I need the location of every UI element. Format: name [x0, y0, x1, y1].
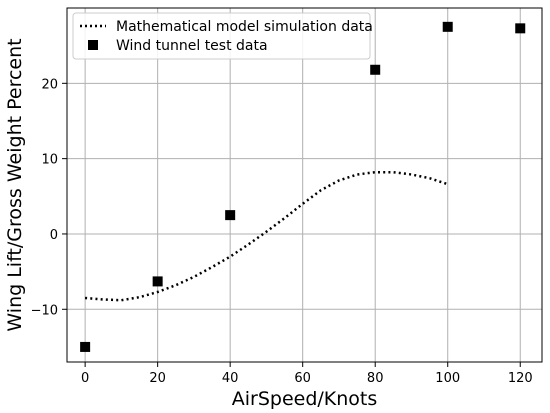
- x-tick-label: 60: [294, 371, 311, 386]
- legend-box: [72, 12, 371, 60]
- wind-tunnel-point: [225, 210, 236, 221]
- x-tick-label: 20: [149, 371, 166, 386]
- legend-square-marker-swatch: [88, 40, 98, 50]
- x-tick-label: 80: [367, 371, 384, 386]
- grid-lines: [67, 8, 542, 362]
- x-axis-label: AirSpeed/Knots: [232, 388, 378, 410]
- y-tick-label: 10: [41, 153, 58, 168]
- y-tick-label: 20: [41, 77, 58, 92]
- axis-ticks: 0 20 40 60 80 100 120 −10 0 10 20: [31, 77, 533, 386]
- x-tick-label: 120: [508, 371, 533, 386]
- x-tick-label: 100: [435, 371, 460, 386]
- legend: Mathematical model simulation data Wind …: [72, 12, 373, 60]
- wind-tunnel-point: [442, 21, 453, 32]
- x-tick-label: 0: [81, 371, 89, 386]
- x-tick-label: 40: [222, 371, 239, 386]
- series-model-line: [84, 170, 449, 302]
- wind-tunnel-point: [370, 64, 381, 75]
- series-layer: [80, 21, 526, 352]
- legend-entry-wind-tunnel: Wind tunnel test data: [116, 38, 268, 54]
- legend-entry-model: Mathematical model simulation data: [116, 19, 373, 35]
- y-axis-label: Wing Lift/Gross Weight Percent: [4, 38, 26, 331]
- wind-tunnel-point: [80, 341, 91, 352]
- y-tick-label: 0: [50, 228, 58, 243]
- y-tick-label: −10: [31, 303, 58, 318]
- wind-tunnel-point: [152, 276, 163, 287]
- plot-frame: [66, 7, 543, 363]
- wind-tunnel-point: [515, 23, 526, 34]
